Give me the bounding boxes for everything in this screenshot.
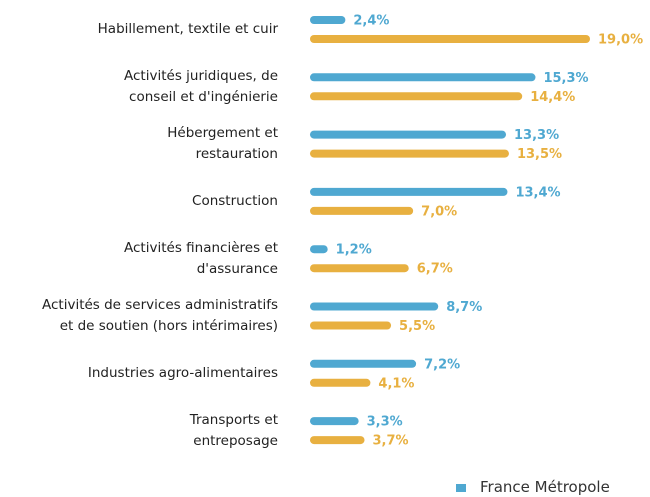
bar bbox=[310, 245, 328, 254]
value-label: 7,0% bbox=[421, 204, 457, 219]
bar bbox=[310, 92, 523, 101]
value-label: 3,7% bbox=[373, 434, 409, 449]
value-label: 15,3% bbox=[543, 71, 588, 86]
category-label: Transports et entreposage bbox=[189, 411, 278, 449]
value-label: 7,2% bbox=[424, 357, 460, 372]
bar bbox=[310, 187, 508, 196]
bar bbox=[310, 149, 509, 158]
category-label: Activités de services administratifs et … bbox=[41, 297, 278, 334]
bar bbox=[310, 378, 371, 387]
bar bbox=[310, 321, 392, 330]
value-label: 19,0% bbox=[598, 33, 643, 48]
category-label: Hébergement et restauration bbox=[167, 125, 278, 163]
category-label: Activités financières et d'assurance bbox=[124, 239, 278, 277]
bar bbox=[310, 359, 417, 368]
bar bbox=[310, 73, 536, 82]
bar bbox=[310, 206, 414, 215]
bar bbox=[310, 302, 439, 311]
value-label: 1,2% bbox=[336, 243, 372, 258]
value-label: 4,1% bbox=[378, 376, 414, 391]
category-label: Industries agro-alimentaires bbox=[87, 364, 278, 381]
value-label: 6,7% bbox=[417, 262, 453, 277]
category-label: Activités juridiques, de conseil et d'in… bbox=[124, 67, 278, 105]
value-label: 13,5% bbox=[517, 147, 562, 162]
value-label: 14,4% bbox=[530, 90, 575, 105]
category-label: Habillement, textile et cuir bbox=[97, 21, 278, 37]
value-label: 8,7% bbox=[446, 300, 482, 315]
bar bbox=[310, 35, 590, 43]
legend-label: France Métropole bbox=[480, 478, 610, 496]
value-label: 5,5% bbox=[399, 319, 435, 334]
value-label: 13,3% bbox=[514, 128, 559, 143]
category-label: Construction bbox=[192, 192, 278, 209]
value-label: 13,4% bbox=[515, 185, 560, 200]
bar bbox=[310, 417, 359, 426]
bar bbox=[310, 436, 365, 445]
bar bbox=[310, 130, 506, 139]
bar bbox=[310, 16, 346, 24]
value-label: 3,3% bbox=[367, 415, 403, 430]
value-label: 2,4% bbox=[353, 14, 389, 29]
bar bbox=[310, 264, 409, 273]
legend-swatch bbox=[456, 484, 466, 492]
